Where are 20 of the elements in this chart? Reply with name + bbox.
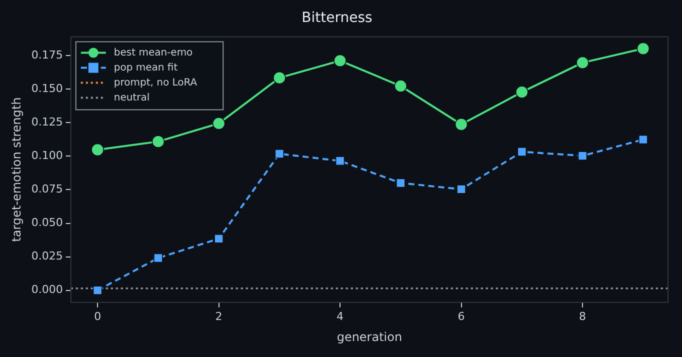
x-tick-label: 8 — [579, 310, 586, 323]
y-tick-label: 0.000 — [31, 283, 63, 296]
y-tick-label: 0.150 — [31, 82, 63, 95]
x-tick-label: 4 — [336, 310, 344, 323]
y-tick-label: 0.025 — [31, 250, 63, 263]
x-tick-label: 2 — [215, 310, 222, 323]
x-axis-title: generation — [336, 330, 402, 344]
chart-title: Bitterness — [302, 10, 372, 26]
y-tick-label: 0.125 — [31, 116, 63, 129]
legend-label: pop mean fit — [114, 62, 178, 74]
y-tick-label: 0.175 — [31, 48, 63, 62]
legend-label: best mean-emo — [114, 47, 193, 58]
y-tick-label: 0.100 — [31, 149, 63, 162]
y-tick-label: 0.075 — [31, 182, 63, 196]
y-tick-label: 0.050 — [31, 216, 63, 230]
y-axis-title: target-emotion strength — [9, 97, 24, 242]
x-tick-label: 6 — [458, 310, 465, 323]
x-tick-label: 0 — [94, 310, 102, 323]
legend-label: prompt, no LoRA — [114, 77, 198, 88]
legend-label: neutral — [114, 92, 150, 104]
